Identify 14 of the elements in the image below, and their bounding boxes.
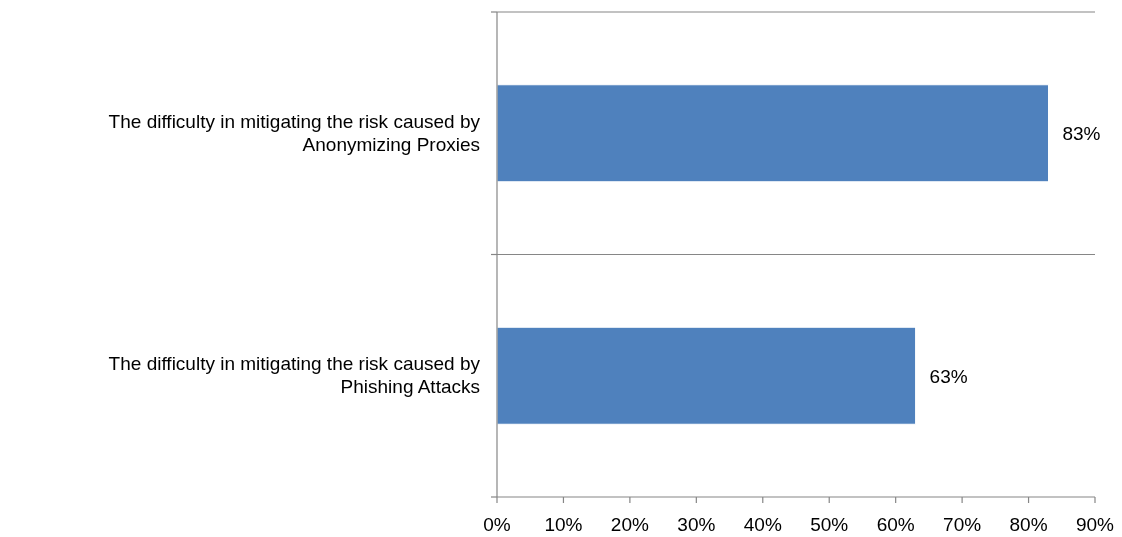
x-tick-label: 0% bbox=[483, 514, 511, 535]
x-tick-label: 70% bbox=[943, 514, 982, 535]
data-label: 63% bbox=[929, 365, 968, 387]
x-tick-label: 80% bbox=[1009, 514, 1048, 535]
x-tick-label: 90% bbox=[1075, 514, 1115, 535]
x-tick-label: 60% bbox=[876, 514, 915, 535]
x-tick-label: 50% bbox=[810, 514, 849, 535]
y-tick-label: The difficulty in mitigating the risk caused by Anonymizing Proxies bbox=[108, 110, 481, 155]
data-label: 83% bbox=[1062, 123, 1101, 145]
x-tick-label: 10% bbox=[544, 514, 583, 535]
x-tick-label: 20% bbox=[610, 514, 650, 535]
y-tick-label: The difficulty in mitigating the risk caused by Phishing Attacks bbox=[108, 353, 481, 398]
x-tick-label: 30% bbox=[677, 514, 716, 535]
x-tick-label: 40% bbox=[743, 514, 782, 535]
